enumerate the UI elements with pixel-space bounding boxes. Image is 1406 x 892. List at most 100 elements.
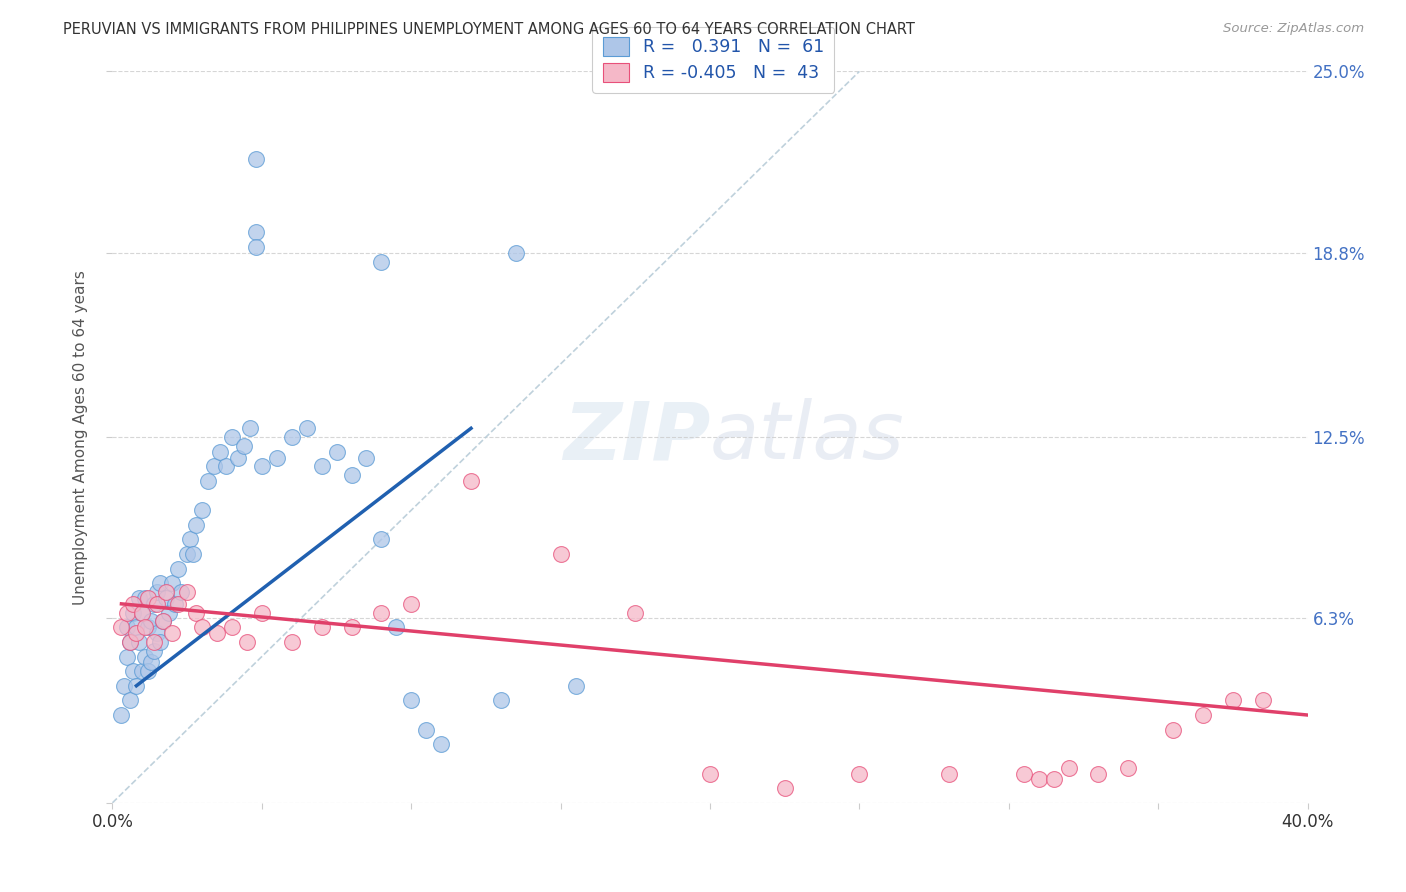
Point	[550, 547, 572, 561]
Point	[340, 468, 363, 483]
Point	[162, 626, 183, 640]
Point	[120, 635, 142, 649]
Point	[848, 766, 870, 780]
Point	[131, 606, 153, 620]
Point	[167, 562, 190, 576]
Point	[120, 693, 142, 707]
Point	[221, 430, 243, 444]
Point	[1042, 772, 1064, 787]
Point	[226, 450, 249, 465]
Point	[250, 606, 273, 620]
Point	[1251, 693, 1274, 707]
Point	[122, 664, 145, 678]
Point	[205, 626, 228, 640]
Point	[131, 664, 153, 678]
Point	[134, 620, 156, 634]
Point	[162, 576, 183, 591]
Point	[143, 643, 166, 657]
Point	[281, 635, 304, 649]
Point	[117, 606, 139, 620]
Point	[415, 723, 437, 737]
Point	[165, 597, 187, 611]
Point	[1028, 772, 1050, 787]
Point	[146, 585, 169, 599]
Point	[385, 620, 408, 634]
Point	[117, 620, 139, 634]
Text: ZIP: ZIP	[562, 398, 710, 476]
Point	[245, 152, 267, 166]
Point	[117, 649, 139, 664]
Point	[186, 606, 208, 620]
Point	[340, 620, 363, 634]
Point	[181, 547, 204, 561]
Point	[110, 708, 132, 723]
Text: PERUVIAN VS IMMIGRANTS FROM PHILIPPINES UNEMPLOYMENT AMONG AGES 60 TO 64 YEARS C: PERUVIAN VS IMMIGRANTS FROM PHILIPPINES …	[63, 22, 915, 37]
Point	[1087, 766, 1109, 780]
Point	[1057, 761, 1080, 775]
Point	[699, 766, 721, 780]
Point	[624, 606, 647, 620]
Point	[250, 459, 273, 474]
Point	[170, 585, 193, 599]
Point	[149, 635, 172, 649]
Point	[281, 430, 304, 444]
Point	[191, 503, 214, 517]
Point	[176, 585, 198, 599]
Point	[157, 606, 180, 620]
Point	[138, 591, 160, 605]
Point	[311, 459, 333, 474]
Point	[215, 459, 238, 474]
Point	[202, 459, 225, 474]
Point	[138, 664, 160, 678]
Point	[155, 585, 177, 599]
Point	[125, 626, 148, 640]
Point	[176, 547, 198, 561]
Point	[143, 597, 166, 611]
Point	[1012, 766, 1035, 780]
Point	[564, 679, 586, 693]
Point	[1118, 761, 1140, 775]
Point	[460, 474, 482, 488]
Text: Source: ZipAtlas.com: Source: ZipAtlas.com	[1223, 22, 1364, 36]
Point	[110, 620, 132, 634]
Point	[266, 450, 288, 465]
Point	[125, 620, 148, 634]
Point	[239, 421, 262, 435]
Point	[245, 225, 267, 239]
Point	[233, 439, 256, 453]
Point	[146, 626, 169, 640]
Point	[141, 615, 163, 629]
Y-axis label: Unemployment Among Ages 60 to 64 years: Unemployment Among Ages 60 to 64 years	[73, 269, 89, 605]
Point	[1222, 693, 1244, 707]
Point	[370, 606, 392, 620]
Point	[146, 597, 169, 611]
Point	[152, 615, 174, 629]
Point	[149, 576, 172, 591]
Point	[938, 766, 960, 780]
Text: atlas: atlas	[710, 398, 905, 476]
Point	[401, 597, 423, 611]
Point	[197, 474, 219, 488]
Point	[221, 620, 243, 634]
Point	[430, 737, 453, 751]
Point	[401, 693, 423, 707]
Point	[186, 517, 208, 532]
Point	[114, 679, 135, 693]
Point	[138, 620, 160, 634]
Point	[141, 656, 163, 670]
Point	[1192, 708, 1215, 723]
Point	[167, 597, 190, 611]
Point	[120, 635, 142, 649]
Point	[245, 240, 267, 254]
Point	[370, 533, 392, 547]
Point	[356, 450, 378, 465]
Point	[128, 591, 150, 605]
Point	[236, 635, 259, 649]
Point	[125, 679, 148, 693]
Point	[152, 615, 174, 629]
Point	[295, 421, 318, 435]
Point	[122, 606, 145, 620]
Point	[122, 597, 145, 611]
Point	[773, 781, 796, 796]
Point	[131, 606, 153, 620]
